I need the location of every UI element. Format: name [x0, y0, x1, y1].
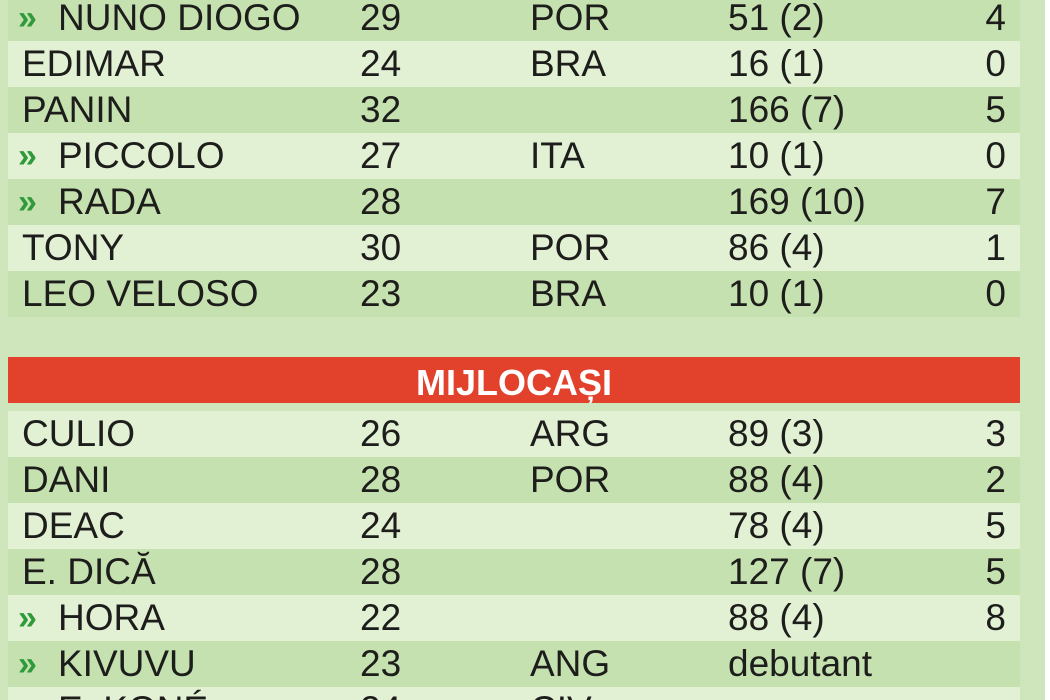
appearances: 78 (4) — [728, 505, 825, 546]
table-row: EDIMAR 24 BRA 16 (1) 0 — [8, 41, 1020, 87]
appearances: 51 (2) — [728, 0, 825, 38]
appearances: 88 (4) — [728, 597, 825, 638]
appearances: 16 (1) — [728, 43, 825, 84]
arrow-icon: » — [18, 645, 37, 683]
age: 30 — [360, 227, 402, 268]
table-row: DANI 28 POR 88 (4) 2 — [8, 457, 1020, 503]
goals: 3 — [985, 413, 1006, 454]
table-row: LEO VELOSO 23 BRA 10 (1) 0 — [8, 271, 1020, 317]
arrow-icon: » — [18, 0, 37, 37]
player-name: E. KONÉ — [58, 687, 208, 700]
table-row: » PICCOLO 27 ITA 10 (1) 0 — [8, 133, 1020, 179]
age: 27 — [360, 135, 402, 176]
age: 28 — [360, 181, 402, 222]
nationality: CIV — [530, 687, 592, 700]
age: 24 — [360, 43, 402, 84]
age: 28 — [360, 551, 402, 592]
arrow-icon: » — [18, 183, 37, 221]
player-name: CULIO — [22, 413, 136, 454]
player-name: EDIMAR — [22, 43, 166, 84]
age: 23 — [360, 273, 402, 314]
player-name: E. DICĂ — [22, 551, 156, 592]
appearances: 10 (1) — [728, 135, 825, 176]
player-name: KIVUVU — [58, 643, 196, 684]
age: 24 — [360, 687, 401, 700]
table-row: TONY 30 POR 86 (4) 1 — [8, 225, 1020, 271]
goals: 2 — [985, 459, 1006, 500]
goals: 0 — [985, 273, 1006, 314]
table-row: DEAC 24 78 (4) 5 — [8, 503, 1020, 549]
player-name: HORA — [58, 597, 165, 638]
goals: 0 — [985, 43, 1006, 84]
table-row: » HORA 22 88 (4) 8 — [8, 595, 1020, 641]
nationality: ANG — [530, 643, 611, 684]
table-row: E. DICĂ 28 127 (7) 5 — [8, 549, 1020, 595]
table-row: » RADA 28 169 (10) 7 — [8, 179, 1020, 225]
appearances: 10 (1) — [728, 273, 825, 314]
nationality: POR — [530, 0, 611, 38]
player-name: NUNO DIOGO — [58, 0, 301, 38]
goals: 5 — [985, 505, 1006, 546]
player-name: PANIN — [22, 89, 133, 130]
age: 23 — [360, 643, 402, 684]
age: 29 — [360, 0, 402, 38]
goals: 1 — [985, 227, 1006, 268]
appearances: 86 (4) — [728, 227, 825, 268]
nationality: ITA — [530, 135, 585, 176]
arrow-icon: » — [18, 687, 37, 700]
goals: 5 — [985, 551, 1006, 592]
goals: 0 — [985, 135, 1006, 176]
player-name: DANI — [22, 459, 111, 500]
nationality: ARG — [530, 413, 611, 454]
age: 28 — [360, 459, 402, 500]
age: 24 — [360, 505, 402, 546]
arrow-icon: » — [18, 599, 37, 637]
table-row: » E. KONÉ 24 CIV — [8, 687, 1020, 700]
nationality: POR — [530, 459, 611, 500]
player-name: RADA — [58, 181, 161, 222]
appearances: 169 (10) — [728, 181, 866, 222]
goals: 7 — [985, 181, 1006, 222]
goals: 8 — [985, 597, 1006, 638]
goals: 5 — [985, 89, 1006, 130]
player-name: TONY — [22, 227, 125, 268]
player-name: PICCOLO — [58, 135, 225, 176]
player-name: DEAC — [22, 505, 125, 546]
appearances: 166 (7) — [728, 89, 846, 130]
table-row: CULIO 26 ARG 89 (3) 3 — [8, 411, 1020, 457]
appearances: debutant — [728, 643, 873, 684]
nationality: BRA — [530, 43, 607, 84]
appearances: 88 (4) — [728, 459, 825, 500]
section-header: MIJLOCAȘI — [8, 357, 1020, 403]
player-name: LEO VELOSO — [22, 273, 259, 314]
table-row: » NUNO DIOGO 29 POR 51 (2) 4 — [8, 0, 1020, 41]
age: 32 — [360, 89, 402, 130]
nationality: BRA — [530, 273, 607, 314]
age: 26 — [360, 413, 402, 454]
arrow-icon: » — [18, 137, 37, 175]
appearances: 89 (3) — [728, 413, 825, 454]
table-row: » KIVUVU 23 ANG debutant — [8, 641, 1020, 687]
appearances: 127 (7) — [728, 551, 846, 592]
age: 22 — [360, 597, 402, 638]
nationality: POR — [530, 227, 611, 268]
table-row: PANIN 32 166 (7) 5 — [8, 87, 1020, 133]
goals: 4 — [985, 0, 1006, 38]
